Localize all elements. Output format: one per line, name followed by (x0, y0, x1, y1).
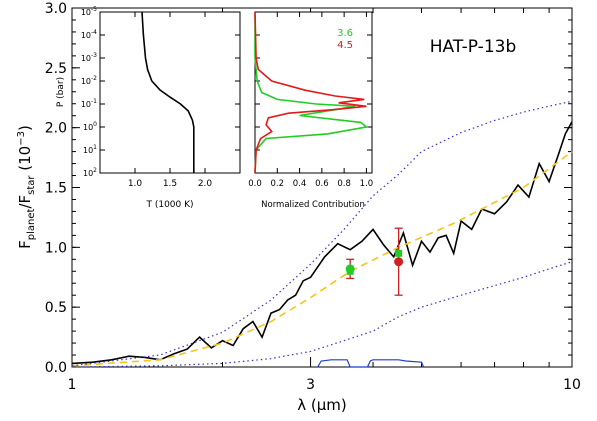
inset-tp-ytick-label: 10-5 (81, 6, 97, 17)
inset-tp-ytick-label: 100 (83, 121, 97, 132)
inset-tp: 10-5 10-4 10-3 10-2 10-1 100 101 102 1.0 1.5 2.0 (81, 6, 240, 189)
y-tick-label: 3.0 (45, 1, 67, 17)
inset-contrib-xtick-label: 0.6 (315, 179, 329, 189)
data-point (394, 257, 404, 267)
y-axis-label: Fplanet/Fstar (10−3) (16, 125, 37, 249)
inset-tp-frame (99, 11, 241, 174)
y-label-slash: /F (16, 195, 34, 209)
legend-item-3.6: 3.6 (337, 28, 353, 39)
inset-tp-xtick-label: 1.0 (128, 179, 143, 189)
y-tick-label: 0.0 (45, 360, 67, 376)
inset-contrib-xtick-label: 0.0 (248, 179, 262, 189)
main-series (71, 100, 573, 368)
x-tick-label: 10 (563, 377, 581, 393)
inset-tp-ytick-label: 102 (83, 167, 97, 178)
y-label-f: F (16, 240, 34, 249)
x-tick-label: 3 (306, 377, 315, 393)
y-label-star: star (26, 175, 37, 195)
inset-tp-ylabel: P (bar) (56, 77, 66, 107)
series-fit-dashed (71, 150, 573, 367)
inset-contrib-xlabel: Normalized Contribution (261, 200, 365, 210)
y-label-exp: −3 (16, 131, 27, 146)
y-tick-label: 1.0 (45, 240, 67, 256)
x-tick-label: 1 (68, 377, 77, 393)
data-point-square (395, 249, 403, 257)
y-tick-label: 1.5 (45, 181, 67, 197)
x-axis-label: λ (μm) (297, 396, 347, 414)
bandpass-curve (317, 359, 425, 368)
inset-tp-ytick-label: 10-1 (81, 98, 97, 109)
inset-tp-ytick-label: 10-3 (81, 52, 97, 63)
inset-tp-ytick-label: 10-4 (81, 29, 97, 40)
y-tick-label: 2.0 (45, 121, 67, 137)
inset-tp-xlabel: T (1000 K) (145, 200, 193, 210)
data-point-square (346, 267, 354, 275)
y-tick-label: 0.5 (45, 300, 67, 316)
series-lower-envelope (71, 261, 573, 368)
inset-contrib-xtick-label: 0.2 (271, 179, 285, 189)
inset-tp-ytick-label: 101 (83, 144, 97, 155)
inset-contrib-xtick-label: 0.8 (337, 179, 351, 189)
inset-contrib-xtick-label: 0.4 (293, 179, 307, 189)
y-label-close: ) (16, 125, 34, 131)
y-label-planet: planet (26, 208, 37, 240)
inset-tp-xtick-label: 2.0 (198, 179, 213, 189)
inset-contrib-series-4.5 (254, 11, 367, 174)
y-tick-label: 2.5 (45, 61, 67, 77)
inset-contrib: 0.0 0.2 0.4 0.6 0.8 1.0 (248, 11, 374, 189)
y-label-units: (10 (16, 146, 34, 176)
inset-tp-xtick-label: 1.5 (163, 179, 177, 189)
series-model-spectrum (71, 121, 573, 365)
legend-item-4.5: 4.5 (337, 40, 353, 51)
chart-title: HAT-P-13b (430, 37, 517, 57)
inset-contrib-xtick-label: 1.0 (360, 179, 374, 189)
inset-tp-profile (141, 11, 195, 173)
main-ticks: 0.0 0.5 1.0 1.5 2.0 2.5 3.0 1 3 10 (45, 1, 581, 393)
inset-tp-ytick-label: 10-2 (81, 75, 97, 86)
